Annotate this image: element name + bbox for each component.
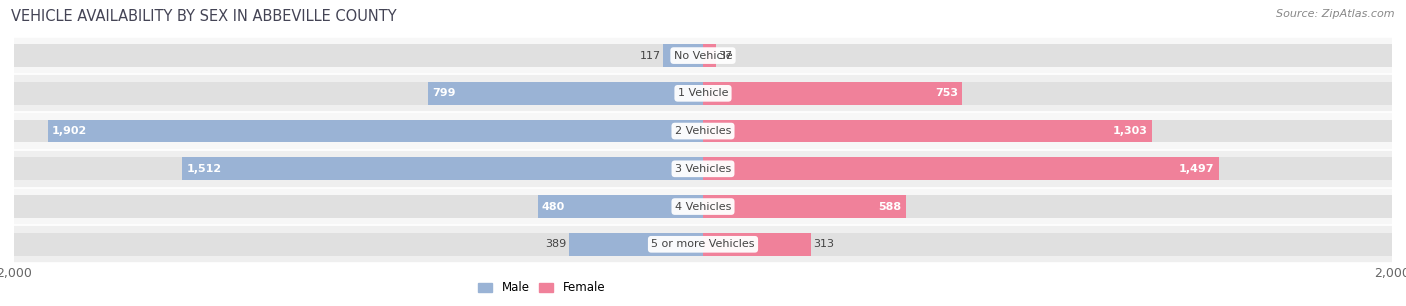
Bar bbox=[703, 158, 1219, 180]
Bar bbox=[14, 195, 703, 218]
Text: 1,303: 1,303 bbox=[1112, 126, 1147, 136]
Bar bbox=[537, 195, 703, 218]
Bar bbox=[703, 82, 1392, 105]
Bar bbox=[183, 158, 703, 180]
Bar bbox=[703, 233, 1392, 256]
Text: 480: 480 bbox=[541, 202, 565, 211]
Bar bbox=[427, 82, 703, 105]
Text: No Vehicle: No Vehicle bbox=[673, 50, 733, 61]
Text: 4 Vehicles: 4 Vehicles bbox=[675, 202, 731, 211]
Bar bbox=[14, 158, 703, 180]
Legend: Male, Female: Male, Female bbox=[475, 278, 609, 298]
Text: VEHICLE AVAILABILITY BY SEX IN ABBEVILLE COUNTY: VEHICLE AVAILABILITY BY SEX IN ABBEVILLE… bbox=[11, 9, 396, 24]
Bar bbox=[703, 120, 1152, 142]
Bar bbox=[14, 74, 1392, 112]
Bar bbox=[703, 120, 1392, 142]
Bar bbox=[14, 112, 1392, 150]
Bar bbox=[662, 44, 703, 67]
Bar bbox=[14, 82, 703, 105]
Bar bbox=[569, 233, 703, 256]
Bar bbox=[703, 195, 1392, 218]
Bar bbox=[703, 233, 811, 256]
Text: 5 or more Vehicles: 5 or more Vehicles bbox=[651, 239, 755, 249]
Bar bbox=[703, 195, 905, 218]
Bar bbox=[14, 188, 1392, 226]
Bar bbox=[703, 82, 962, 105]
Bar bbox=[14, 120, 703, 142]
Bar bbox=[14, 44, 703, 67]
Bar bbox=[703, 158, 1392, 180]
Text: 117: 117 bbox=[640, 50, 661, 61]
Text: 37: 37 bbox=[718, 50, 733, 61]
Text: 753: 753 bbox=[935, 88, 959, 98]
Bar bbox=[14, 226, 1392, 263]
Text: 313: 313 bbox=[813, 239, 834, 249]
Bar bbox=[703, 44, 1392, 67]
Text: 389: 389 bbox=[546, 239, 567, 249]
Bar bbox=[14, 233, 703, 256]
Bar bbox=[14, 37, 1392, 74]
Text: 1 Vehicle: 1 Vehicle bbox=[678, 88, 728, 98]
Text: 799: 799 bbox=[432, 88, 456, 98]
Text: 588: 588 bbox=[879, 202, 901, 211]
Bar bbox=[703, 44, 716, 67]
Text: Source: ZipAtlas.com: Source: ZipAtlas.com bbox=[1277, 9, 1395, 19]
Bar bbox=[14, 150, 1392, 188]
Bar bbox=[48, 120, 703, 142]
Text: 1,902: 1,902 bbox=[52, 126, 87, 136]
Text: 2 Vehicles: 2 Vehicles bbox=[675, 126, 731, 136]
Text: 1,497: 1,497 bbox=[1180, 164, 1215, 174]
Text: 1,512: 1,512 bbox=[186, 164, 221, 174]
Text: 3 Vehicles: 3 Vehicles bbox=[675, 164, 731, 174]
